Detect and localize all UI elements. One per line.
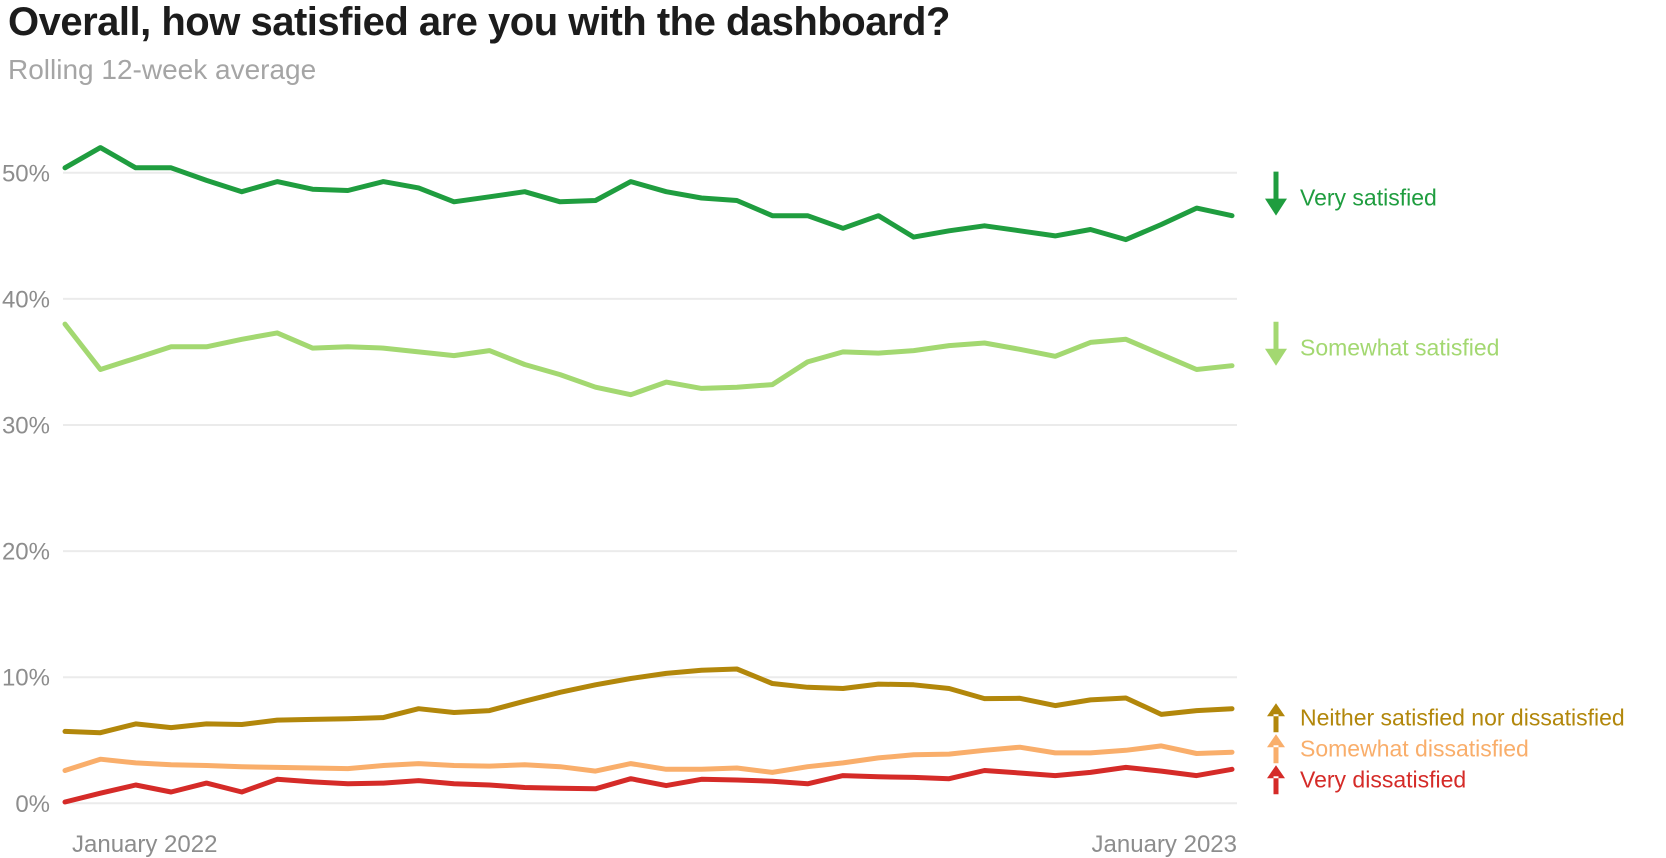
legend-label-somewhat-satisfied: Somewhat satisfied bbox=[1300, 335, 1499, 361]
legend-label-somewhat-dissatisfied: Somewhat dissatisfied bbox=[1300, 735, 1529, 761]
x-tick-label-start: January 2022 bbox=[72, 831, 217, 858]
series-line-very-dissatisfied bbox=[62, 764, 1235, 805]
trend-arrow-down-icon bbox=[1265, 321, 1287, 366]
chart-subtitle: Rolling 12-week average bbox=[8, 54, 317, 85]
legend-label-very-satisfied: Very satisfied bbox=[1300, 185, 1437, 211]
trend-arrow-up-icon bbox=[1267, 765, 1285, 795]
y-tick-label-50%: 50% bbox=[2, 160, 50, 187]
y-tick-label-20%: 20% bbox=[2, 539, 50, 566]
series-line-very-satisfied bbox=[62, 145, 1235, 243]
legend-label-very-dissatisfied: Very dissatisfied bbox=[1300, 766, 1466, 792]
y-tick-label-10%: 10% bbox=[2, 665, 50, 692]
x-tick-label-end: January 2023 bbox=[1092, 831, 1237, 858]
series-line-neither-satisfied-nor-dissatisfied bbox=[62, 666, 1235, 736]
trend-arrow-up-icon bbox=[1267, 734, 1285, 764]
series-line-somewhat-satisfied bbox=[62, 321, 1235, 398]
trend-arrow-up-icon bbox=[1267, 703, 1285, 733]
trend-arrow-down-icon bbox=[1265, 171, 1287, 216]
y-tick-label-30%: 30% bbox=[2, 413, 50, 440]
y-tick-label-40%: 40% bbox=[2, 286, 50, 313]
y-tick-label-0%: 0% bbox=[15, 791, 50, 818]
series-line-somewhat-dissatisfied bbox=[62, 743, 1235, 775]
legend-label-neither-satisfied-nor-dissatisfied: Neither satisfied nor dissatisfied bbox=[1300, 704, 1625, 730]
chart-title: Overall, how satisfied are you with the … bbox=[8, 0, 950, 44]
